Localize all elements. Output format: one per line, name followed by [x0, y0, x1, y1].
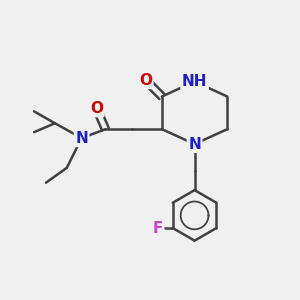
- Text: O: O: [90, 101, 103, 116]
- Text: F: F: [153, 220, 163, 236]
- Text: N: N: [188, 136, 201, 152]
- Text: O: O: [139, 73, 152, 88]
- Text: NH: NH: [182, 74, 207, 89]
- Text: N: N: [75, 130, 88, 146]
